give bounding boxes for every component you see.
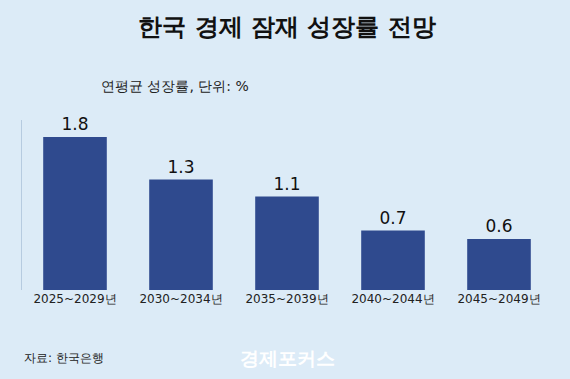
svg-text:2025~2029년: 2025~2029년	[33, 292, 116, 306]
svg-text:자료: 한국은행: 자료: 한국은행	[24, 351, 104, 365]
svg-text:0.6: 0.6	[485, 216, 512, 236]
svg-text:2035~2039년: 2035~2039년	[245, 292, 328, 306]
svg-text:2030~2034년: 2030~2034년	[139, 292, 222, 306]
svg-text:1.3: 1.3	[167, 157, 194, 177]
svg-text:2045~2049년: 2045~2049년	[457, 292, 540, 306]
svg-text:1.8: 1.8	[61, 114, 88, 134]
svg-text:1.1: 1.1	[273, 174, 300, 194]
svg-text:2040~2044년: 2040~2044년	[351, 292, 434, 306]
svg-text:0.7: 0.7	[379, 208, 406, 228]
svg-text:경제포커스: 경제포커스	[240, 347, 335, 369]
svg-text:연평균 성장률, 단위: %: 연평균 성장률, 단위: %	[101, 78, 249, 94]
svg-text:한국 경제 잠재 성장률 전망: 한국 경제 잠재 성장률 전망	[138, 13, 435, 41]
